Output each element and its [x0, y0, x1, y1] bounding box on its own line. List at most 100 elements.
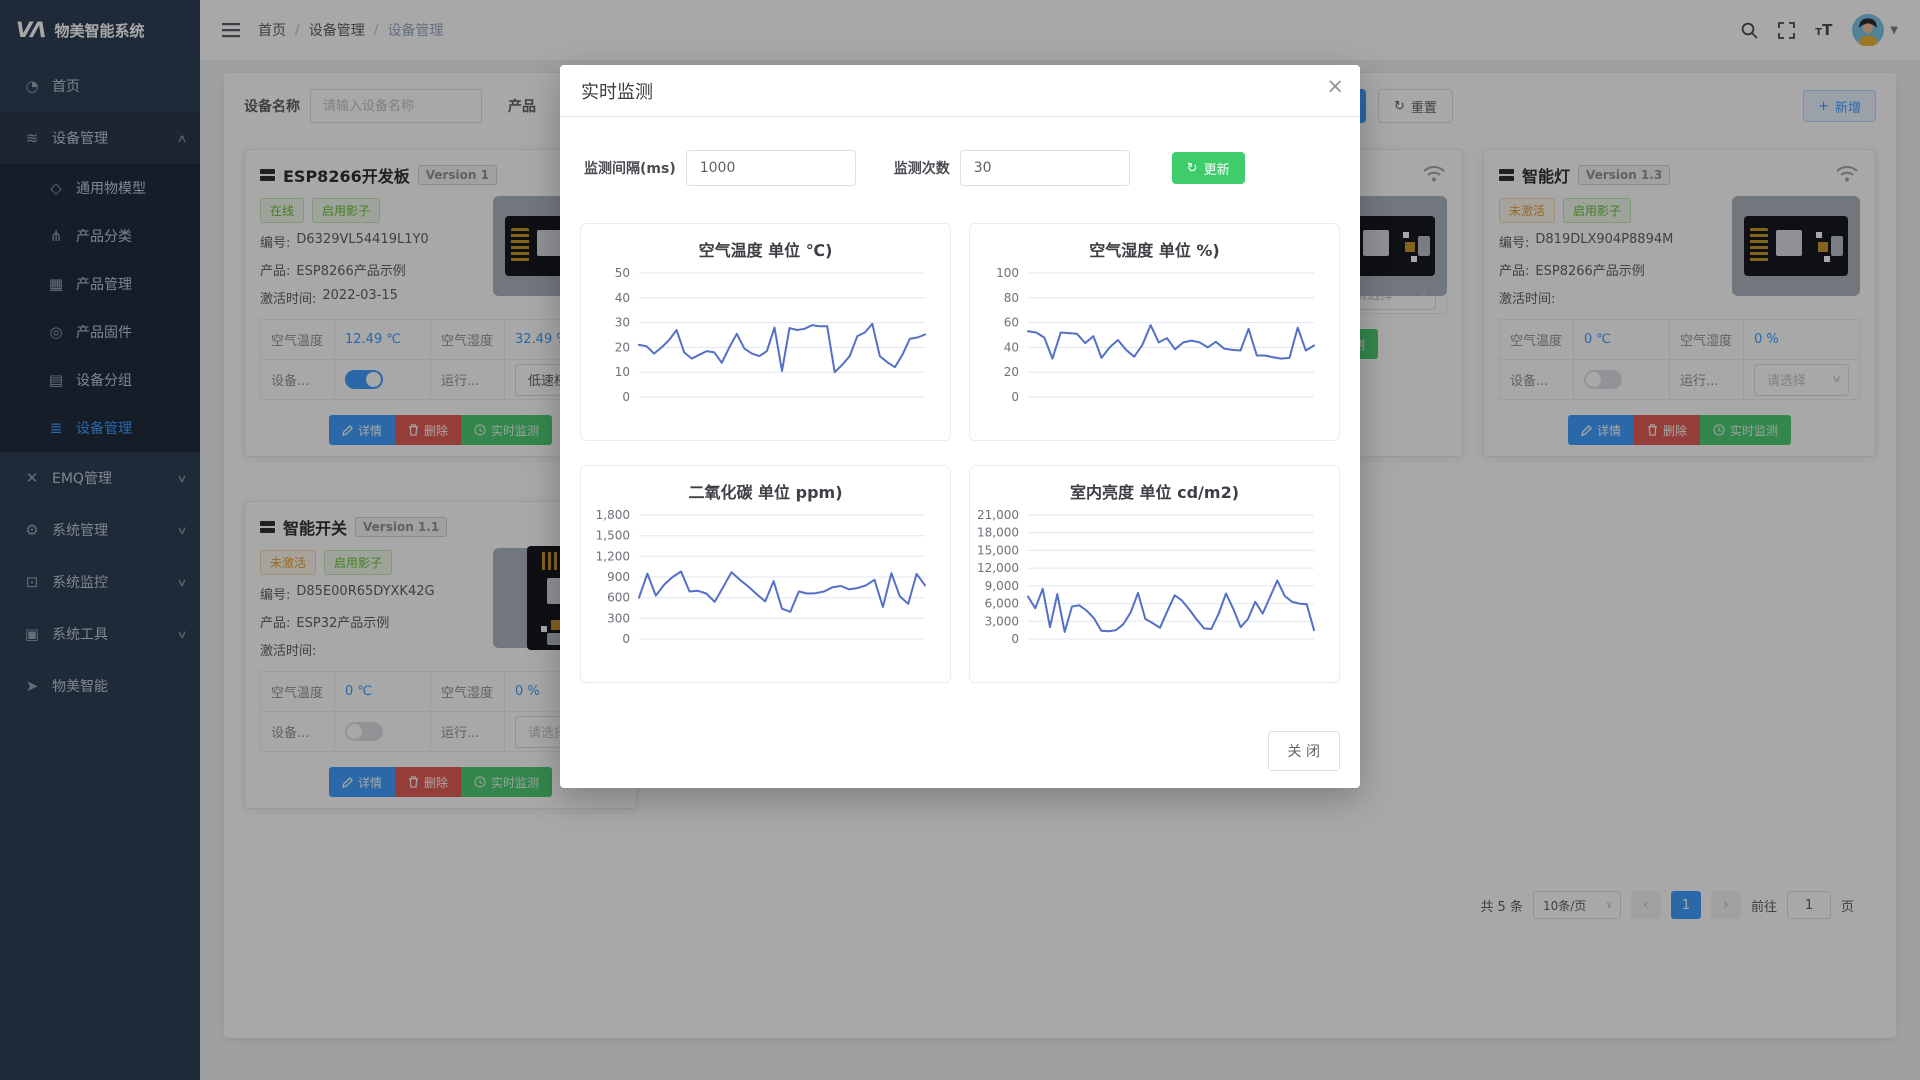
sidebar-item-product-management[interactable]: ▦ 产品管理 — [0, 260, 200, 308]
sidebar-item-label: 设备分组 — [76, 373, 132, 389]
circuit-board-image — [1744, 216, 1848, 276]
trash-icon — [408, 424, 419, 436]
svg-text:15,000: 15,000 — [977, 543, 1019, 557]
product-label: 产品: — [260, 616, 291, 631]
sidebar-item-label: 设备管理 — [52, 131, 108, 147]
device-toggle[interactable] — [345, 370, 383, 389]
avatar[interactable] — [1852, 14, 1885, 46]
chevron-down-icon: ∨ — [176, 575, 188, 589]
svg-text:600: 600 — [607, 591, 630, 605]
activation-label: 激活时间: — [1499, 292, 1556, 307]
pencil-icon — [341, 776, 353, 788]
page-size-select[interactable]: 10条/页 ∨ — [1532, 891, 1621, 919]
detail-button[interactable]: 详情 — [328, 767, 395, 797]
sidebar-item-system-tools[interactable]: ▣ 系统工具 ∨ — [0, 608, 200, 660]
user-menu[interactable]: ▼ — [1852, 14, 1898, 46]
serial-label: 编号: — [1499, 236, 1530, 251]
hamburger-icon[interactable] — [222, 22, 240, 38]
delete-label: 删除 — [423, 775, 448, 790]
card-actions: 详情 删除 实时监测 — [260, 415, 621, 445]
add-button[interactable]: + 新增 — [1803, 90, 1876, 122]
sidebar-item-emq[interactable]: ✕ EMQ管理 ∨ — [0, 452, 200, 504]
app-title: 物美智能系统 — [54, 21, 145, 40]
detail-button[interactable]: 详情 — [328, 415, 395, 445]
delete-button[interactable]: 删除 — [394, 767, 461, 797]
interval-input[interactable] — [685, 150, 856, 186]
next-page-button[interactable]: › — [1710, 891, 1741, 919]
close-icon[interactable]: × — [1326, 74, 1344, 98]
detail-label: 详情 — [357, 423, 382, 438]
sidebar-item-device-management[interactable]: ≋ 设备管理 ∧ — [0, 112, 200, 164]
sidebar: VΛ 物美智能系统 ◔ 首页 ≋ 设备管理 ∧ ◇ 通用物模型 ⋔ 产品分类 ▦… — [0, 0, 200, 1080]
sidebar-item-thing-model[interactable]: ◇ 通用物模型 — [0, 164, 200, 212]
activation-value: 2022-03-15 — [322, 288, 398, 303]
device-toggle[interactable] — [1584, 370, 1622, 389]
sidebar-item-device-group[interactable]: ▤ 设备分组 — [0, 356, 200, 404]
sidebar-item-label: 系统监控 — [52, 575, 108, 591]
sidebar-item-label: 物美智能 — [52, 679, 108, 695]
sidebar-item-wumei-smart[interactable]: ➤ 物美智能 — [0, 660, 200, 712]
realtime-monitor-button[interactable]: 实时监测 — [461, 767, 553, 797]
card-header: ESP8266开发板 Version 1 — [260, 163, 621, 187]
product-row: 产品: ESP8266产品示例 — [260, 260, 460, 279]
run-mode-select[interactable]: 请选择 ∨ — [1754, 363, 1849, 396]
sidebar-item-label: 通用物模型 — [76, 181, 146, 197]
realtime-monitor-button[interactable]: 实时监测 — [461, 415, 553, 445]
sidebar-item-label: 产品管理 — [76, 277, 132, 293]
device-layers-icon: ≋ — [25, 129, 39, 147]
breadcrumb-home[interactable]: 首页 — [258, 23, 286, 39]
status-tag: 未激活 — [260, 550, 317, 575]
device-name: ESP8266开发板 — [283, 167, 410, 186]
sidebar-item-home[interactable]: ◔ 首页 — [0, 60, 200, 112]
sidebar-item-device-manage[interactable]: ≣ 设备管理 — [0, 404, 200, 452]
chevron-down-icon: ∨ — [176, 627, 188, 641]
activation-row: 激活时间: — [1499, 288, 1699, 307]
status-tags: 在线 启用影子 — [260, 198, 621, 223]
chart-title: 室内亮度 单位 cd/m2) — [1069, 483, 1240, 502]
product-value: ESP32产品示例 — [296, 616, 390, 631]
sidebar-item-product-category[interactable]: ⋔ 产品分类 — [0, 212, 200, 260]
chevron-down-icon: ∨ — [176, 471, 188, 485]
humidity-label: 空气湿度 — [430, 319, 505, 360]
serial-label: 编号: — [260, 588, 291, 603]
search-icon[interactable] — [1741, 22, 1758, 39]
update-button[interactable]: ↻ 更新 — [1171, 152, 1245, 184]
refresh-icon: ↻ — [1186, 160, 1198, 176]
svg-text:9,000: 9,000 — [985, 579, 1019, 593]
sidebar-item-label: 产品分类 — [76, 229, 132, 245]
svg-text:0: 0 — [1011, 390, 1019, 404]
cube-icon: ◇ — [50, 179, 62, 197]
font-size-icon[interactable]: TT — [1815, 21, 1833, 39]
svg-text:20: 20 — [615, 340, 630, 354]
gear-icon: ⚙ — [25, 521, 39, 539]
delete-button[interactable]: 删除 — [394, 415, 461, 445]
pagination: 共 5 条 10条/页 ∨ ‹ 1 › 前往 页 — [1480, 891, 1854, 919]
line-chart: 100 80 60 40 20 0 — [970, 263, 1339, 427]
svg-text:40: 40 — [615, 291, 630, 305]
product-label: 产品: — [260, 264, 291, 279]
sidebar-item-system-management[interactable]: ⚙ 系统管理 ∨ — [0, 504, 200, 556]
sidebar-item-label: EMQ管理 — [52, 471, 112, 487]
breadcrumb-device-management[interactable]: 设备管理 — [308, 23, 365, 39]
goto-label: 前往 — [1750, 899, 1777, 915]
reset-button[interactable]: ↻ 重置 — [1378, 89, 1453, 123]
serial-row: 编号: D819DLX904P8894M — [1499, 232, 1699, 251]
detail-button[interactable]: 详情 — [1567, 415, 1634, 445]
svg-text:3,000: 3,000 — [985, 614, 1019, 628]
device-name-input[interactable] — [310, 89, 482, 123]
page-number-current[interactable]: 1 — [1670, 891, 1701, 919]
goto-page-input[interactable] — [1786, 891, 1831, 919]
fullscreen-icon[interactable] — [1778, 21, 1796, 39]
chevron-up-icon: ∧ — [176, 131, 188, 145]
serial-value: D6329VL54419L1Y0 — [296, 232, 429, 247]
realtime-monitor-button[interactable]: 实时监测 — [1700, 415, 1792, 445]
prev-page-button[interactable]: ‹ — [1630, 891, 1661, 919]
delete-button[interactable]: 删除 — [1633, 415, 1700, 445]
close-button[interactable]: 关 闭 — [1267, 731, 1340, 771]
svg-text:0: 0 — [622, 390, 630, 404]
count-input[interactable] — [959, 150, 1130, 186]
device-toggle[interactable] — [345, 722, 383, 741]
sidebar-item-product-firmware[interactable]: ◎ 产品固件 — [0, 308, 200, 356]
detail-label: 详情 — [1596, 423, 1621, 438]
sidebar-item-system-monitor[interactable]: ⊡ 系统监控 ∨ — [0, 556, 200, 608]
